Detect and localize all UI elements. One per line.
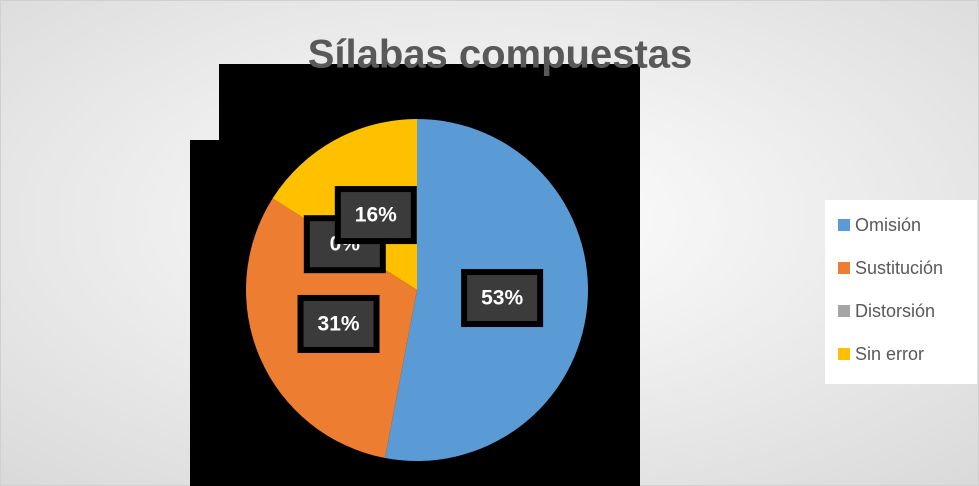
chart-title: Sílabas compuestas: [308, 33, 693, 77]
legend-label: Distorsión: [855, 301, 935, 321]
data-label-box: [461, 269, 544, 328]
legend-swatch: [838, 305, 850, 317]
data-label: 31%: [318, 313, 360, 336]
legend-label: Omisión: [855, 215, 921, 235]
data-label: 53%: [481, 287, 523, 310]
data-label-box: [297, 294, 380, 353]
data-label: 16%: [355, 204, 397, 227]
legend-swatch: [838, 219, 850, 231]
legend-swatch: [838, 262, 850, 274]
legend-label: Sustitución: [855, 258, 943, 278]
legend-swatch: [838, 348, 850, 360]
legend: [825, 200, 977, 384]
legend-label: Sin error: [855, 344, 924, 364]
data-label-box: [334, 186, 417, 245]
